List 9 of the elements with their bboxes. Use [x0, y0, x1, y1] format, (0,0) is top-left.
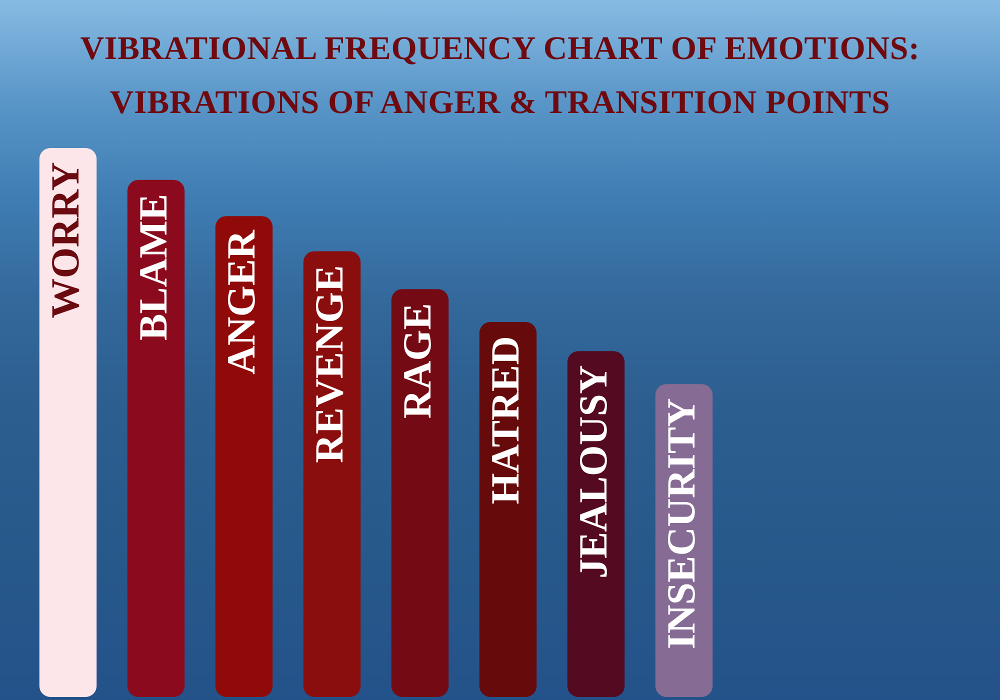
x-tick-label: REVENGE [306, 265, 352, 464]
chart-title: VIBRATIONAL FREQUENCY CHART OF EMOTIONS: VIBRATIONS OF ANGER & TRANSITION POINTS [79, 30, 921, 123]
x-tick-label: RAGE [394, 303, 440, 419]
x-tick-label: INSECURITY [658, 398, 704, 650]
x-tick-label: BLAME [130, 194, 176, 341]
x-tick-label: ANGER [218, 228, 264, 375]
x-tick-label: WORRY [42, 162, 88, 318]
x-tick-label: JEALOUSY [570, 365, 616, 579]
x-tick-label: HATRED [482, 336, 528, 504]
